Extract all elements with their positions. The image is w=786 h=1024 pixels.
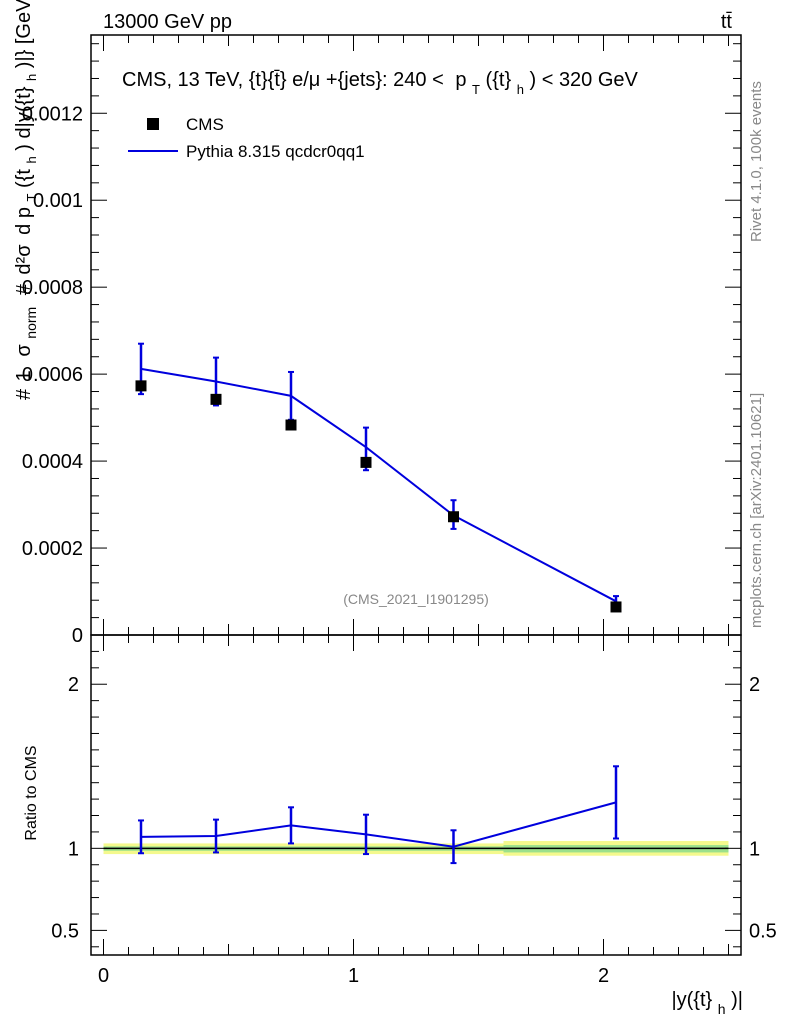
xlabel-sub: h <box>718 1001 726 1017</box>
y-tick-label: 0.0004 <box>22 451 83 473</box>
main-y-axis-label: # 1 σ norm # d²σ d p T ({t h ) d|y({t} h… <box>10 0 41 400</box>
ratio-bands <box>103 840 729 856</box>
ylabel-d2s: d²σ <box>13 244 35 275</box>
x-tick-labels: 0 1 2 <box>98 965 609 987</box>
cms-data-point <box>210 393 222 405</box>
ylabel-rest: ) d|y({t} <box>13 86 35 150</box>
mcplots-label: mcplots.cern.ch [arXiv:2401.10621] <box>748 393 765 628</box>
ylabel-den: d p <box>13 207 35 235</box>
ratio-y-axis-label: Ratio to CMS <box>23 745 40 840</box>
title-suffix: ) < 320 GeV <box>529 69 638 91</box>
y-tick-label: 0.0012 <box>22 103 83 125</box>
main-series <box>135 342 622 613</box>
x-axis-label: |y({t} h )| <box>671 989 743 1019</box>
title-pt-sub: T <box>472 82 480 97</box>
x-tick-label: 0 <box>98 965 109 987</box>
header-left: 13000 GeV pp <box>103 11 232 33</box>
legend-cms-marker <box>147 118 159 130</box>
ratio-y-tick-label-right: 0.5 <box>749 920 777 942</box>
title-paren: ({t} <box>486 69 512 91</box>
ratio-y-tick-label-right: 1 <box>749 838 760 860</box>
cms-data-point <box>135 380 147 392</box>
analysis-watermark: (CMS_2021_I1901295) <box>343 591 489 607</box>
ratio-ytick-labels: 0.5 0.5 1 1 2 2 <box>51 674 777 942</box>
ylabel-one: 1 <box>13 370 35 381</box>
cms-data-point <box>610 601 622 613</box>
ylabel-hash2: # <box>13 283 35 295</box>
ratio-series <box>138 765 619 865</box>
cms-data-point <box>448 511 459 523</box>
title-pt: p <box>455 69 466 91</box>
cms-data-point <box>285 419 297 431</box>
ratio-y-tick-label: 1 <box>68 838 79 860</box>
ylabel-norm: norm <box>23 307 39 339</box>
svg-text:# 1 σ: # 1 σ norm # d²σ d p T ({t h ) d|y({t} h… <box>10 0 41 400</box>
ratio-ticks <box>91 635 741 955</box>
y-tick-label: 0.0002 <box>22 538 83 560</box>
title-paren-sub: h <box>517 82 524 97</box>
y-tick-label: 0.0006 <box>22 364 83 386</box>
y-tick-label: 0.0008 <box>22 277 83 299</box>
ylabel-den-sub2: h <box>24 156 39 163</box>
ylabel-lead: # <box>13 388 35 400</box>
legend-cms-label: CMS <box>186 115 224 134</box>
rivet-label: Rivet 4.1.0, 100k events <box>748 81 765 242</box>
chart-title: CMS, 13 TeV, {t}{t̄} e/μ +{jets}: 240 < … <box>122 69 639 99</box>
ylabel-rest-sub: h <box>24 74 39 81</box>
legend-mc-label: Pythia 8.315 qcdcr0qq1 <box>186 142 365 161</box>
ratio-y-tick-label: 2 <box>68 674 79 696</box>
main-panel: 0 0.0002 0.0004 0.0006 0.0008 0.001 0.0012 CMS… <box>10 0 742 647</box>
ratio-y-tick-label-right: 2 <box>749 674 760 696</box>
y-tick-label: 0 <box>72 625 83 647</box>
header-right: tt̄ <box>721 11 733 33</box>
main-ytick-labels: 0 0.0002 0.0004 0.0006 0.0008 0.001 0.0012 <box>22 103 83 647</box>
xlabel-end: )| <box>731 989 743 1011</box>
ratio-series-line <box>140 801 617 848</box>
ylabel-rest2: )|} [GeV] <box>13 0 35 68</box>
title-prefix: CMS, 13 TeV, {t}{t̄} e/μ +{jets}: 240 < <box>122 69 444 91</box>
x-tick-label: 1 <box>348 965 359 987</box>
y-tick-label: 0.001 <box>33 190 83 212</box>
ylabel-den-rest: ({t <box>13 169 35 188</box>
x-tick-label: 2 <box>598 965 609 987</box>
ratio-panel: 0.5 0.5 1 1 2 2 0 1 2 Ratio to CMS |y({t} h )| <box>23 634 777 1019</box>
main-ticks <box>91 35 741 636</box>
ylabel-sigma: σ <box>13 344 35 357</box>
mc-series-line <box>140 367 617 603</box>
ratio-y-tick-label: 0.5 <box>51 920 79 942</box>
cms-data-point <box>360 456 372 468</box>
ratio-frame <box>90 634 742 956</box>
xlabel-main: |y({t} <box>671 989 712 1011</box>
ylabel-den-sub: T <box>24 193 39 201</box>
